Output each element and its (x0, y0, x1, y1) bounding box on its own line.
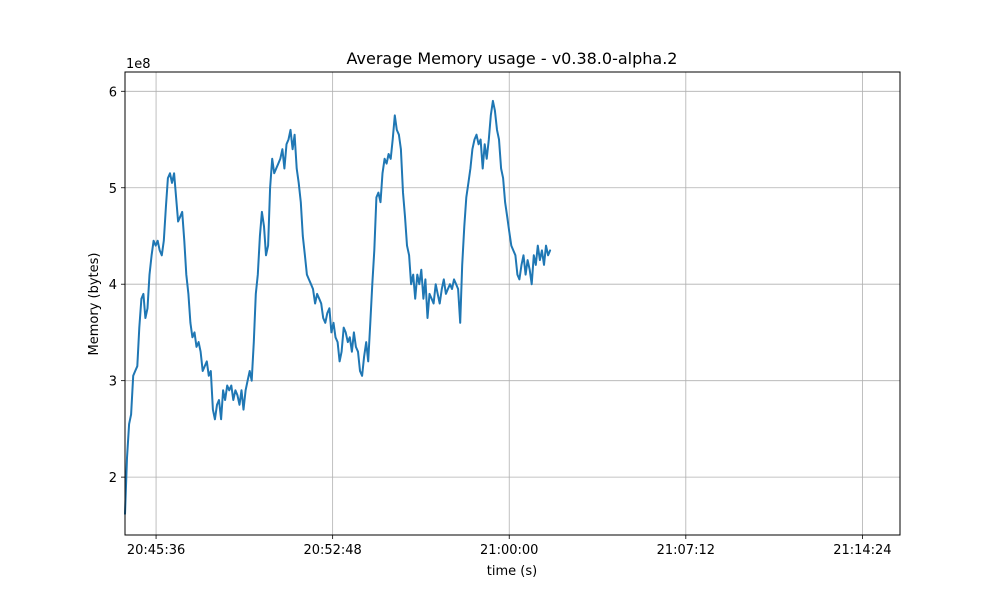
x-axis-label: time (s) (487, 564, 537, 579)
y-tick-label: 5 (109, 182, 117, 197)
ticks: 20:45:36 20:52:48 21:00:00 21:07:12 21:14:24… (109, 85, 892, 558)
series-layer (124, 99, 552, 515)
grid (125, 72, 900, 535)
y-tick-label: 2 (109, 471, 117, 486)
plot-frame (124, 71, 901, 536)
y-tick-label: 3 (109, 375, 117, 390)
y-axis-offset-label: 1e8 (126, 57, 151, 72)
x-tick-label: 21:00:00 (480, 543, 538, 558)
y-tick-label: 6 (109, 85, 117, 100)
x-tick-label: 21:14:24 (833, 543, 891, 558)
y-axis-label: Memory (bytes) (87, 253, 102, 356)
y-tick-label: 4 (109, 278, 117, 293)
series-line-0 (124, 99, 552, 515)
x-tick-label: 20:52:48 (303, 543, 361, 558)
x-tick-label: 21:07:12 (657, 543, 715, 558)
chart-title: Average Memory usage - v0.38.0-alpha.2 (347, 49, 678, 68)
x-tick-label: 20:45:36 (127, 543, 185, 558)
